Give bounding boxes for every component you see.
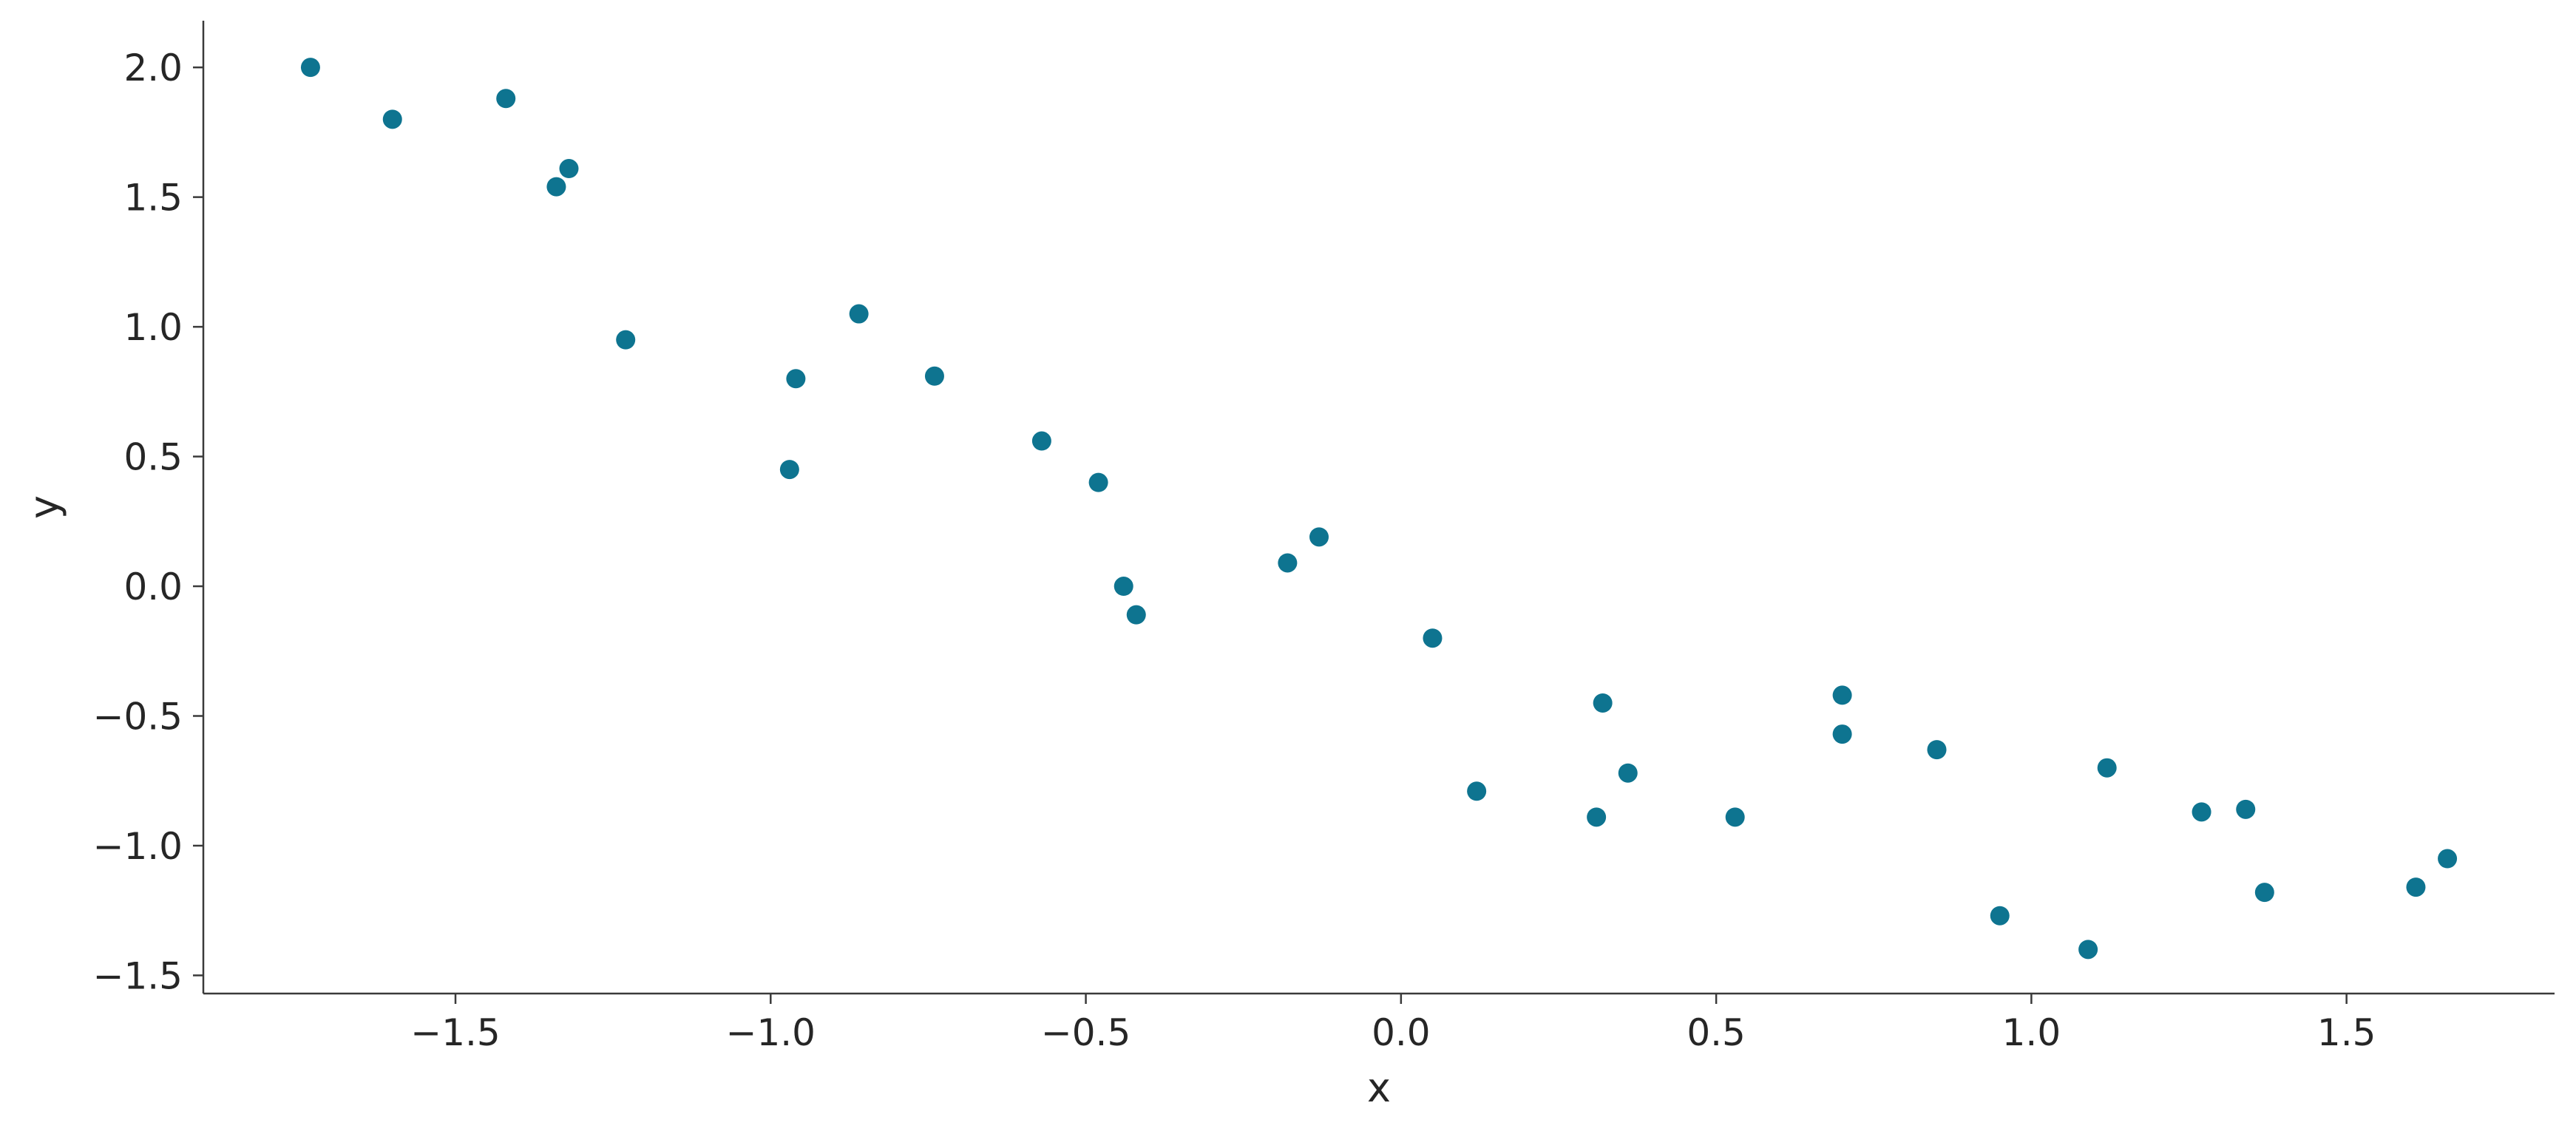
data-point <box>786 369 806 389</box>
data-point <box>1088 472 1108 492</box>
data-point <box>1031 431 1051 451</box>
x-tick-label: −0.5 <box>1041 1011 1131 1054</box>
data-point <box>1593 693 1613 713</box>
data-point <box>2406 877 2426 897</box>
data-point <box>1832 724 1852 744</box>
data-point <box>2192 802 2211 822</box>
x-axis-label: x <box>1367 1065 1391 1111</box>
data-point <box>1725 807 1745 827</box>
axis-ticks: −1.5 −1.0 −0.5 0.0 0.5 1.0 1.5 −1.5 −1.0 −0.5 0.0 0… <box>93 47 2376 1054</box>
x-tick-label: 0.0 <box>1372 1011 1431 1054</box>
data-point <box>2078 940 2098 960</box>
y-axis-label: y <box>21 495 67 519</box>
data-point <box>2254 883 2274 903</box>
x-tick-label: 1.0 <box>2002 1011 2061 1054</box>
x-tick-label: 0.5 <box>1687 1011 1746 1054</box>
y-tick-label: 1.5 <box>123 177 183 220</box>
data-point <box>2097 758 2117 778</box>
y-tick-label: 1.0 <box>123 306 183 349</box>
data-points <box>300 58 2458 960</box>
y-tick-label: 0.0 <box>123 566 183 608</box>
data-point <box>1467 781 1487 801</box>
data-point <box>1927 740 1947 760</box>
data-point <box>849 304 869 324</box>
y-tick-label: 2.0 <box>123 47 183 89</box>
data-point <box>1990 906 2010 926</box>
x-tick-label: −1.0 <box>726 1011 816 1054</box>
x-tick-label: 1.5 <box>2317 1011 2376 1054</box>
data-point <box>1423 628 1443 648</box>
data-point <box>300 58 320 78</box>
x-tick-label: −1.5 <box>410 1011 500 1054</box>
data-point <box>1114 577 1133 597</box>
data-point <box>496 89 516 109</box>
data-point <box>1278 553 1298 573</box>
data-point <box>382 109 402 129</box>
data-point <box>924 366 944 386</box>
data-point <box>2236 799 2256 819</box>
data-point <box>546 177 566 197</box>
data-point <box>1832 685 1852 705</box>
data-point <box>616 330 636 350</box>
data-point <box>1587 807 1607 827</box>
y-tick-label: 0.5 <box>123 436 183 479</box>
data-point <box>2438 849 2458 869</box>
data-point <box>559 159 579 179</box>
data-point <box>1309 527 1329 547</box>
y-tick-label: −0.5 <box>93 696 183 739</box>
y-tick-label: −1.5 <box>93 954 183 997</box>
data-point <box>1618 763 1638 783</box>
data-point <box>1126 605 1146 625</box>
y-tick-label: −1.0 <box>93 825 183 868</box>
data-point <box>779 460 799 480</box>
